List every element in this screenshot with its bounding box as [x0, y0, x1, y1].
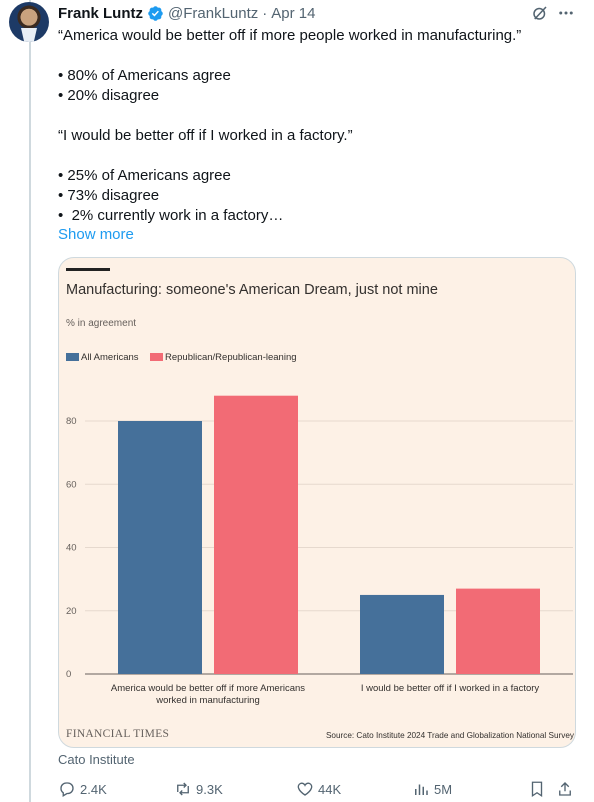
repost-button[interactable]: 9.3K [174, 780, 223, 798]
tweet-text: “America would be better off if more peo… [58, 26, 578, 226]
tweet-line: • 20% disagree [58, 87, 160, 104]
y-tick-label: 80 [66, 416, 77, 427]
chart-card[interactable]: Manufacturing: someone's American Dream,… [58, 257, 576, 748]
bookmark-button[interactable] [528, 780, 550, 798]
separator-dot: · [262, 4, 268, 22]
show-more-link[interactable]: Show more [58, 226, 134, 243]
y-tick-label: 40 [66, 543, 77, 554]
tweet-line [58, 46, 578, 66]
repost-icon [177, 782, 189, 796]
legend-all-americans: All Americans [81, 352, 139, 363]
tweet-date[interactable]: Apr 14 [271, 4, 316, 22]
like-count: 44K [318, 781, 342, 797]
legend-swatch-republican [150, 353, 163, 361]
like-button[interactable]: 44K [296, 780, 341, 798]
y-tick-label: 0 [66, 669, 71, 680]
tweet-line: • 73% disagree [58, 187, 160, 204]
heart-icon [297, 782, 313, 796]
author-name[interactable]: Frank Luntz [58, 4, 143, 22]
legend-swatch-all-americans [66, 353, 79, 361]
ft-title-rule [66, 268, 110, 271]
bookmark-icon [531, 781, 543, 798]
bar-republican-0 [214, 395, 298, 674]
verified-badge-icon [147, 5, 164, 22]
x-category-label: I would be better off if I worked in a f… [361, 683, 540, 694]
author-handle[interactable]: @FrankLuntz [168, 4, 259, 22]
y-axis-label: % in agreement [66, 318, 136, 329]
tweet-line: “America would be better off if more peo… [58, 27, 522, 44]
views-count: 5M [434, 781, 453, 797]
x-category-label: America would be better off if more Amer… [111, 683, 305, 694]
share-icon [559, 782, 571, 796]
repost-count: 9.3K [196, 781, 223, 797]
y-tick-label: 20 [66, 606, 77, 617]
tweet-header: Frank Luntz @FrankLuntz · Apr 14 [58, 3, 578, 23]
grok-icon[interactable] [531, 4, 549, 22]
ft-logo: FINANCIAL TIMES [66, 728, 169, 740]
legend-republican: Republican/Republican-leaning [165, 352, 297, 363]
more-options-icon[interactable] [557, 4, 575, 22]
bar-all-americans-1 [360, 594, 444, 674]
tweet-line: • 2% currently work in a factory… [58, 207, 284, 224]
chart-title: Manufacturing: someone's American Dream,… [66, 282, 438, 298]
reply-button[interactable]: 2.4K [58, 780, 107, 798]
bar-all-americans-0 [118, 421, 202, 674]
reply-count: 2.4K [80, 781, 107, 797]
tweet-line [58, 106, 578, 126]
y-tick-label: 60 [66, 479, 77, 490]
tweet-line: “I would be better off if I worked in a … [58, 127, 353, 144]
reply-icon [60, 782, 74, 797]
x-category-label: worked in manufacturing [155, 695, 260, 706]
avatar-shirt [21, 28, 37, 42]
bar-chart: Manufacturing: someone's American Dream,… [66, 268, 575, 740]
tweet-line: • 80% of Americans agree [58, 67, 231, 84]
bar-republican-1 [456, 588, 540, 674]
views-button[interactable]: 5M [412, 780, 452, 798]
card-source-label[interactable]: Cato Institute [58, 752, 135, 767]
thread-line [29, 0, 31, 802]
views-icon [415, 784, 428, 795]
chart-source: Source: Cato Institute 2024 Trade and Gl… [326, 731, 575, 740]
share-button[interactable] [556, 780, 578, 798]
tweet-line: • 25% of Americans agree [58, 167, 231, 184]
action-bar: 2.4K 9.3K 44K 5M [58, 780, 578, 800]
tweet-line [58, 146, 578, 166]
avatar[interactable] [9, 2, 49, 42]
